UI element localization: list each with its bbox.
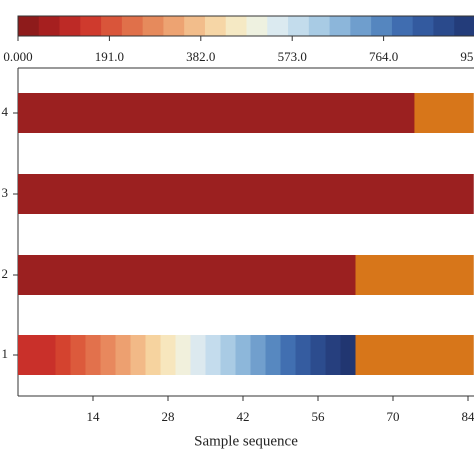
colorbar-tick-label: 191.0 xyxy=(95,49,124,64)
colorbar-cell xyxy=(412,16,434,36)
colorbar-frame xyxy=(17,15,474,37)
segment xyxy=(145,335,161,375)
colorbar-cell xyxy=(371,16,393,36)
colorbar-tick-label: 382.0 xyxy=(186,49,215,64)
colorbar-tick-label: 764.0 xyxy=(369,49,398,64)
colorbar-tick-label: 573.0 xyxy=(278,49,307,64)
segment xyxy=(190,335,206,375)
colorbar-cell xyxy=(163,16,185,36)
segment xyxy=(115,335,131,375)
colorbar-cell xyxy=(329,16,351,36)
segment xyxy=(325,335,341,375)
colorbar-cell xyxy=(454,16,474,36)
y-tick-label: 3 xyxy=(2,185,9,200)
segment xyxy=(295,335,311,375)
colorbar-cell xyxy=(350,16,372,36)
segment xyxy=(130,335,146,375)
segment xyxy=(250,335,266,375)
colorbar-cell xyxy=(225,16,247,36)
colorbar-cell xyxy=(308,16,331,36)
y-tick-label: 1 xyxy=(2,346,9,361)
segment xyxy=(70,335,86,375)
segment xyxy=(205,335,221,375)
segment xyxy=(18,335,56,375)
colorbar-cell xyxy=(80,16,102,36)
colorbar-cell xyxy=(246,16,268,36)
segment xyxy=(100,335,116,375)
colorbar-cell xyxy=(288,16,310,36)
segment xyxy=(355,335,474,375)
segment xyxy=(160,335,176,375)
segment xyxy=(265,335,281,375)
colorbar-cell xyxy=(184,16,206,36)
segment xyxy=(310,335,326,375)
segment xyxy=(55,335,71,375)
segment xyxy=(18,255,356,295)
segment xyxy=(220,335,236,375)
colorbar-tick-label: 0.000 xyxy=(3,49,32,64)
segment xyxy=(355,255,474,295)
colorbar-cell xyxy=(38,16,61,36)
colorbar-tick-label: 955.0 xyxy=(460,49,474,64)
colorbar-cell xyxy=(391,16,414,36)
x-tick-label: 42 xyxy=(237,409,250,424)
x-axis-label: Sample sequence xyxy=(194,433,298,449)
colorbar-cell xyxy=(142,16,164,36)
x-tick-label: 56 xyxy=(312,409,326,424)
x-tick-label: 28 xyxy=(162,409,175,424)
segment xyxy=(414,93,474,133)
colorbar-cell xyxy=(18,16,40,36)
colorbar-cell xyxy=(204,16,227,36)
colorbar-cell xyxy=(433,16,455,36)
segment xyxy=(85,335,101,375)
segment xyxy=(18,93,415,133)
segment xyxy=(235,335,251,375)
colorbar-cell xyxy=(59,16,81,36)
x-tick-label: 70 xyxy=(387,409,400,424)
colorbar-cell xyxy=(121,16,144,36)
x-tick-label: 14 xyxy=(87,409,101,424)
y-tick-label: 2 xyxy=(2,266,9,281)
segment xyxy=(280,335,296,375)
y-tick-label: 4 xyxy=(2,104,9,119)
colorbar-cell xyxy=(101,16,123,36)
x-tick-label: 84 xyxy=(462,409,474,424)
colorbar-cell xyxy=(267,16,289,36)
segment xyxy=(175,335,191,375)
segment xyxy=(340,335,356,375)
segment xyxy=(18,174,474,214)
